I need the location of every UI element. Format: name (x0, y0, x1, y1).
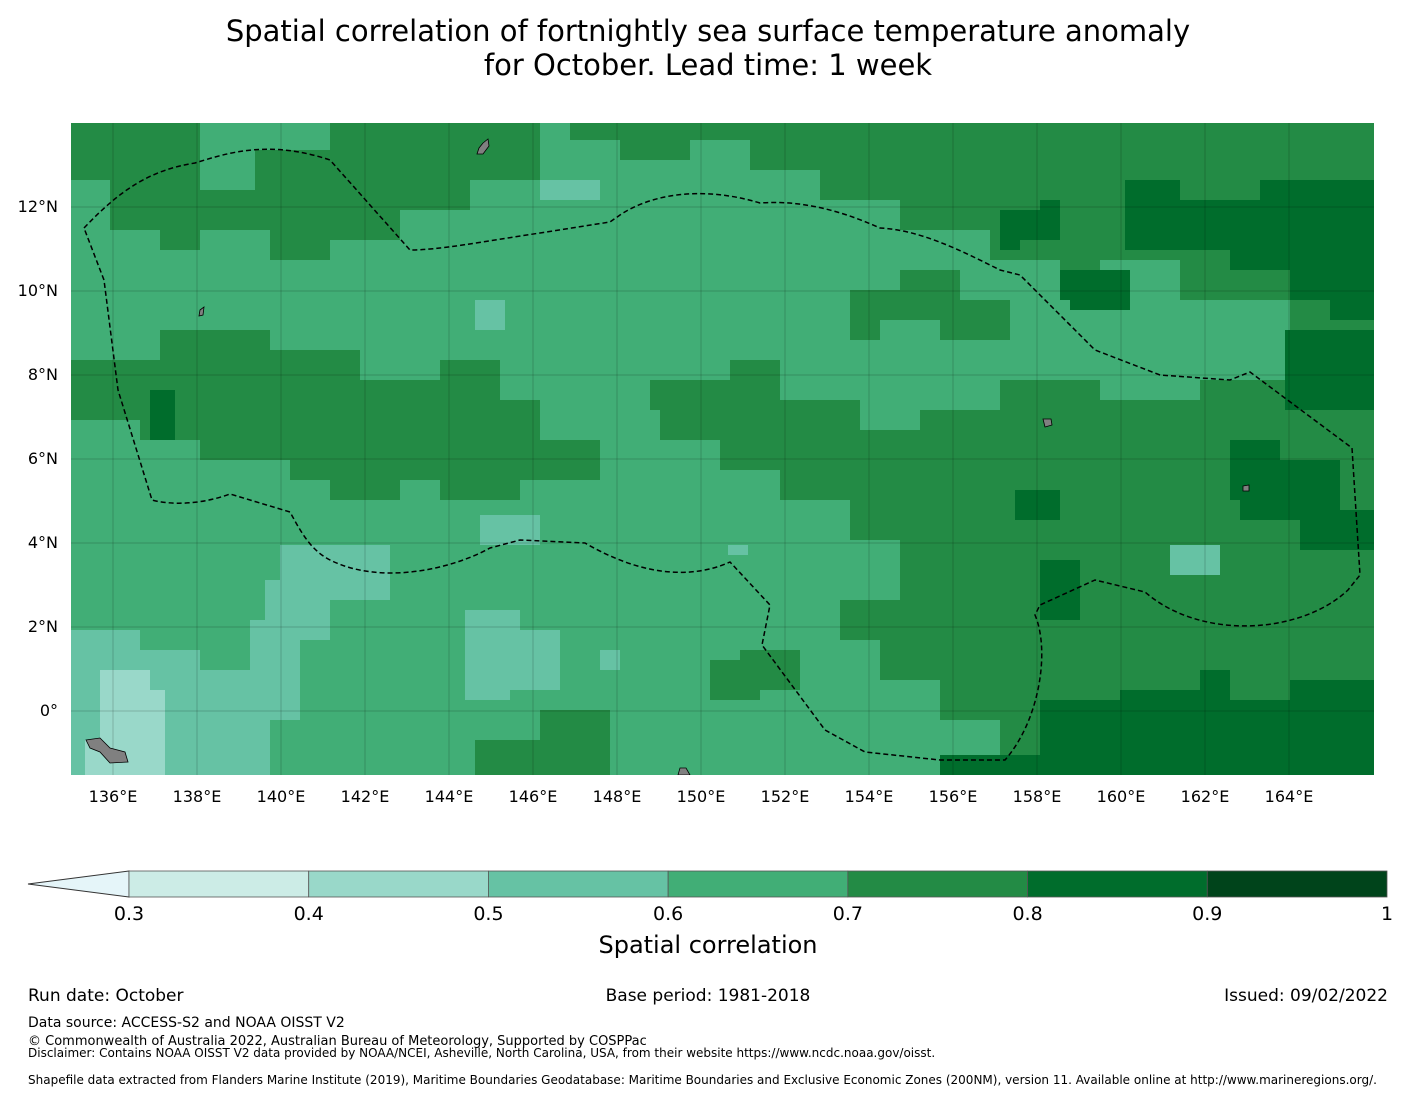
title-line-1: Spatial correlation of fortnightly sea s… (225, 14, 1191, 48)
field-region-08-south (1040, 670, 1374, 775)
colorbar-tick-label: 0.5 (473, 903, 503, 925)
field-region-05-yap (475, 300, 505, 330)
lon-axis: 136°E 138°E 140°E 142°E 144°E 146°E 148°… (89, 787, 1314, 806)
field-region-08-nauru (1040, 560, 1080, 620)
lat-label: 12°N (18, 197, 58, 216)
field-region-08-palau (150, 390, 175, 440)
run-date: Run date: October (28, 986, 184, 1006)
lon-label: 162°E (1181, 787, 1230, 806)
colorbar-bin (667, 870, 849, 898)
field-region-05-central (465, 610, 560, 700)
palau-island (198, 306, 205, 317)
lat-label: 2°N (28, 617, 58, 636)
field-region-07-northeast (570, 123, 1374, 340)
data-source: Data source: ACCESS-S2 and NOAA OISST V2 (28, 1015, 345, 1031)
colorbar-tick-label: 0.3 (114, 903, 144, 925)
colorbar-tick-label: 0.6 (653, 903, 683, 925)
map-gridlines (71, 123, 1374, 775)
lon-label: 150°E (677, 787, 726, 806)
lat-label: 8°N (28, 365, 58, 384)
field-region-07-north (71, 123, 540, 260)
pohnpei-island (1242, 484, 1250, 492)
field-region-08-center (1060, 270, 1130, 310)
disclaimer: Disclaimer: Contains NOAA OISST V2 data … (28, 1046, 936, 1060)
field-region-07-png (710, 650, 800, 700)
map-svg: 12°N 10°N 8°N 6°N 4°N 2°N 0° 136°E 138°E… (18, 123, 1374, 806)
lon-label: 158°E (1013, 787, 1062, 806)
chuuk-island (1042, 418, 1053, 428)
shapefile-credit: Shapefile data extracted from Flanders M… (28, 1073, 1377, 1087)
lat-label: 10°N (18, 281, 58, 300)
lon-label: 164°E (1265, 787, 1314, 806)
lat-axis: 12°N 10°N 8°N 6°N 4°N 2°N 0° (18, 197, 58, 720)
map-panel: 12°N 10°N 8°N 6°N 4°N 2°N 0° 136°E 138°E… (0, 100, 1416, 820)
colorbar-bin (1206, 870, 1388, 898)
lon-label: 154°E (845, 787, 894, 806)
field-region-07-south (475, 710, 610, 775)
field-region-07-mid (850, 270, 1010, 340)
colorbar-tick-label: 1 (1381, 903, 1393, 925)
field-region-08-northeast (1125, 180, 1374, 320)
colorbar-ticks: 0.3 0.4 0.5 0.6 0.7 0.8 0.9 1 (114, 903, 1393, 925)
field-region-08-marshall (1000, 200, 1060, 250)
base-period: Base period: 1981-2018 (605, 986, 811, 1006)
lat-label: 6°N (28, 449, 58, 468)
colorbar-tick-label: 0.4 (294, 903, 324, 925)
lon-label: 152°E (761, 787, 810, 806)
lon-label: 148°E (593, 787, 642, 806)
lon-label: 140°E (257, 787, 306, 806)
field-region-05-mid (480, 515, 540, 545)
lon-label: 138°E (173, 787, 222, 806)
field-region-05-small (728, 545, 748, 555)
png-island (677, 767, 691, 775)
correlation-field (71, 123, 1374, 775)
field-region-07-central (650, 360, 1374, 775)
lon-label: 156°E (929, 787, 978, 806)
colorbar-tick-label: 0.8 (1012, 903, 1042, 925)
field-region-08-png (940, 755, 1040, 775)
field-region-08-kosrae (1230, 440, 1374, 550)
colorbar-svg: 0.3 0.4 0.5 0.6 0.7 0.8 0.9 1 (27, 870, 1393, 925)
colorbar-bin (128, 870, 310, 898)
field-region-08-pohnpei (1015, 490, 1060, 520)
field-region-05-north (540, 180, 600, 200)
lon-label: 142°E (341, 787, 390, 806)
lon-label: 160°E (1097, 787, 1146, 806)
land-masses (85, 138, 1250, 775)
field-region-05-png (600, 650, 620, 670)
colorbar-bin (488, 870, 669, 898)
colorbar-bin (308, 870, 489, 898)
new-guinea-island (85, 737, 129, 764)
chart-title: Spatial correlation of fortnightly sea s… (0, 14, 1416, 82)
field-region-05-east (1170, 545, 1220, 575)
guam-island (476, 138, 490, 155)
lat-label: 4°N (28, 533, 58, 552)
lon-label: 136°E (89, 787, 138, 806)
colorbar-tick-label: 0.9 (1192, 903, 1222, 925)
colorbar-bins (128, 870, 1388, 898)
colorbar-bin (1027, 870, 1208, 898)
title-line-2: for October. Lead time: 1 week (483, 48, 933, 82)
lat-label: 0° (40, 701, 58, 720)
field-region-07-west (71, 330, 600, 500)
copyright: © Commonwealth of Australia 2022, Austra… (28, 1034, 647, 1049)
colorbar: 0.3 0.4 0.5 0.6 0.7 0.8 0.9 1 (0, 860, 1416, 970)
lon-label: 146°E (509, 787, 558, 806)
colorbar-title: Spatial correlation (598, 931, 818, 959)
colorbar-tick-label: 0.7 (833, 903, 863, 925)
lon-label: 144°E (425, 787, 474, 806)
field-region-08-east (1285, 330, 1374, 410)
colorbar-bin (847, 870, 1028, 898)
colorbar-under-triangle (27, 870, 130, 898)
issued-date: Issued: 09/02/2022 (1224, 986, 1388, 1006)
